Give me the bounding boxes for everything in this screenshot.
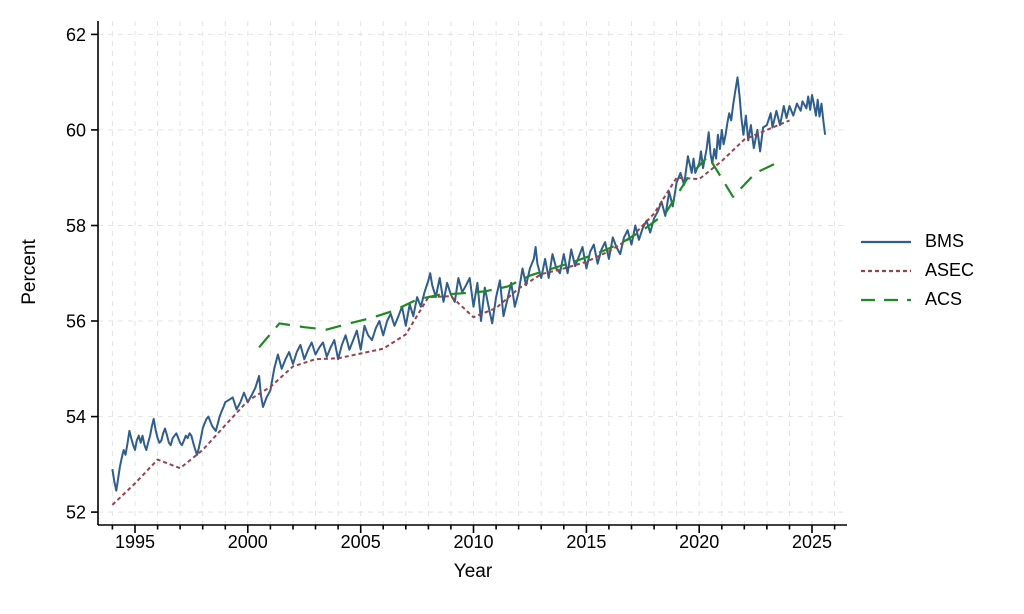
y-tick-label: 52 — [66, 503, 86, 523]
legend-label-asec: ASEC — [925, 260, 975, 280]
x-tick-label: 2000 — [228, 532, 268, 552]
y-axis-title: Percent — [19, 239, 40, 305]
legend-line-sample-acs — [861, 298, 911, 301]
x-tick-label: 2020 — [679, 532, 719, 552]
y-tick-label: 62 — [66, 25, 86, 45]
legend: BMS ASEC ACS — [860, 227, 974, 314]
legend-label-acs: ACS — [925, 289, 963, 309]
legend-line-sample-asec — [861, 269, 911, 272]
x-tick-label: 2015 — [566, 532, 606, 552]
legend-label-bms: BMS — [925, 231, 965, 251]
legend-item-bms: BMS — [860, 227, 974, 256]
y-tick-label: 60 — [66, 120, 86, 140]
legend-item-asec: ASEC — [860, 256, 974, 285]
legend-line-sample-bms — [861, 240, 911, 243]
series-line-bms — [111, 76, 827, 492]
x-axis-title: Year — [453, 561, 493, 582]
x-tick-label: 2025 — [792, 532, 832, 552]
x-tick-label: 2010 — [453, 532, 493, 552]
y-tick-label: 56 — [66, 312, 86, 332]
series-line-asec — [111, 119, 790, 506]
series-line-acs — [258, 155, 777, 349]
legend-item-acs: ACS — [860, 285, 974, 314]
y-tick-label: 58 — [66, 216, 86, 236]
y-tick-label: 54 — [66, 407, 86, 427]
x-tick-label: 1995 — [115, 532, 155, 552]
x-tick-label: 2005 — [341, 532, 381, 552]
